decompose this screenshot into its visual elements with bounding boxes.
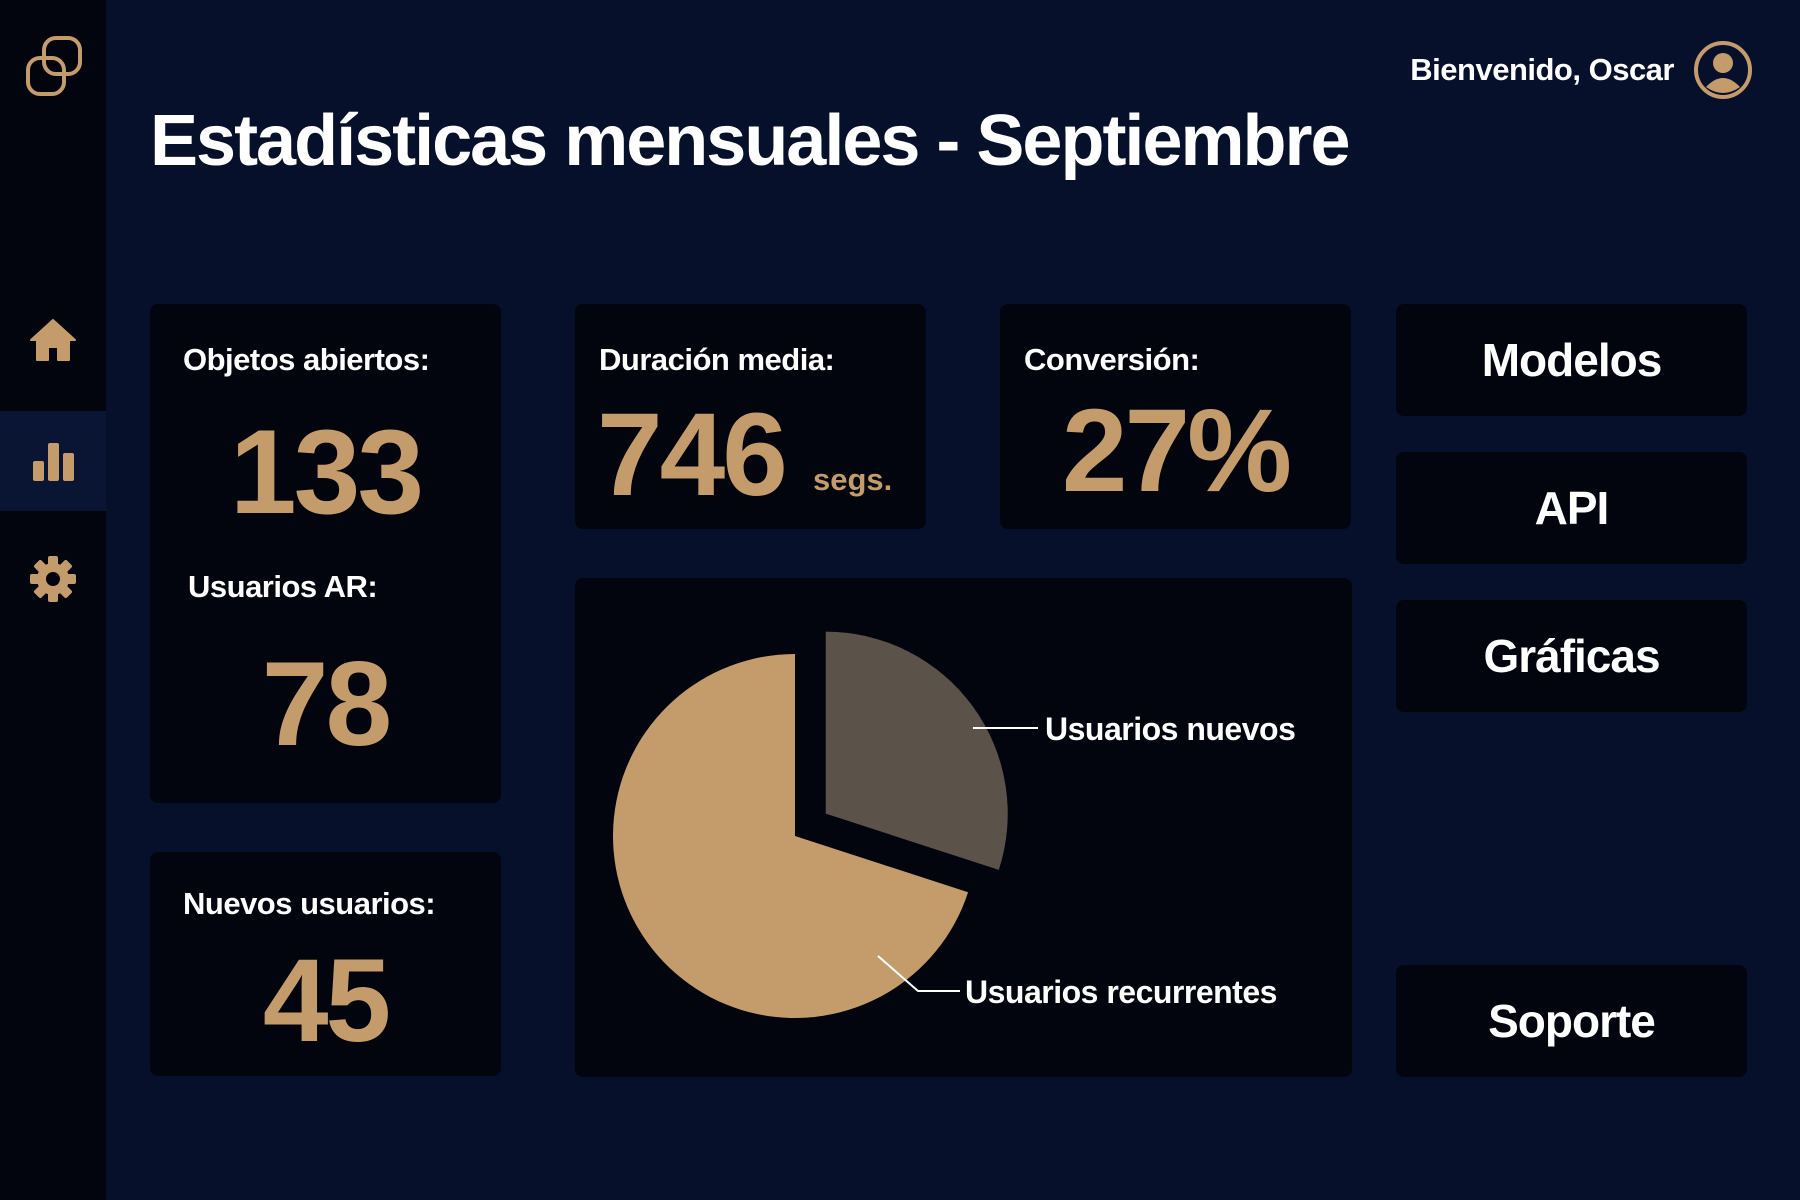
sidebar — [0, 0, 106, 1200]
ar-users-value: 78 — [261, 637, 392, 771]
gear-icon — [30, 556, 76, 602]
pie-chart-card: Usuarios nuevos Usuarios recurrentes — [575, 578, 1352, 1077]
logo-icon — [26, 36, 82, 96]
duration-unit: segs. — [813, 462, 893, 497]
sidebar-item-home[interactable] — [0, 290, 106, 390]
pie-slice-usuarios-nuevos — [825, 631, 1008, 870]
user-avatar-icon[interactable] — [1692, 39, 1754, 101]
models-button[interactable]: Modelos — [1396, 304, 1747, 416]
objects-ar-card: Objetos abiertos: 133 Usuarios AR: 78 — [150, 304, 501, 803]
new-users-card: Nuevos usuarios: 45 — [150, 852, 501, 1076]
charts-button[interactable]: Gráficas — [1396, 600, 1747, 712]
sidebar-item-stats[interactable] — [0, 411, 106, 511]
new-users-label: Nuevos usuarios: — [183, 886, 436, 921]
pie-slice-usuarios-recurrentes — [613, 654, 969, 1018]
ar-users-label: Usuarios AR: — [188, 569, 378, 604]
leader-line-usuarios-recurrentes — [877, 955, 960, 992]
bar-chart-icon — [33, 443, 74, 481]
api-button[interactable]: API — [1396, 452, 1747, 564]
duration-value: 746 — [597, 389, 788, 521]
label-usuarios-recurrentes: Usuarios recurrentes — [965, 974, 1277, 1010]
objects-value: 133 — [229, 405, 424, 539]
conversion-value: 27% — [1061, 385, 1292, 517]
duration-card: Duración media: 746 segs. — [575, 304, 926, 529]
label-usuarios-nuevos: Usuarios nuevos — [1045, 711, 1295, 747]
new-users-value: 45 — [262, 935, 391, 1067]
pie-chart: Usuarios nuevos Usuarios recurrentes — [613, 631, 1296, 1018]
support-button[interactable]: Soporte — [1396, 965, 1747, 1077]
duration-label: Duración media: — [599, 342, 835, 377]
welcome-text: Bienvenido, Oscar — [1410, 52, 1674, 87]
conversion-card: Conversión: 27% — [1000, 304, 1351, 529]
objects-label: Objetos abiertos: — [183, 342, 430, 377]
conversion-label: Conversión: — [1024, 342, 1200, 377]
page-title: Estadísticas mensuales - Septiembre — [150, 101, 1351, 181]
sidebar-item-settings[interactable] — [0, 529, 106, 629]
home-icon — [30, 319, 76, 361]
